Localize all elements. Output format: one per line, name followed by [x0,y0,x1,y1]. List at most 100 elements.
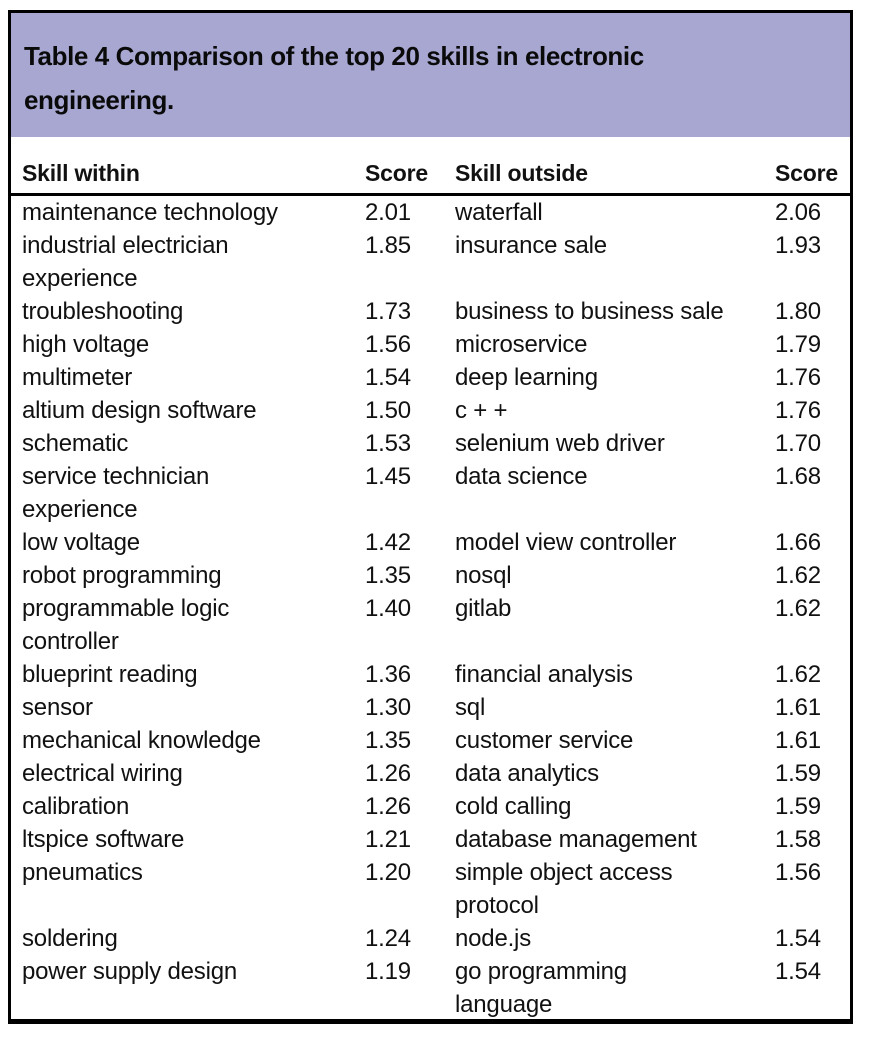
score-within-cell: 2.01 [365,199,411,226]
table-row: calibration 1.26 cold calling 1.59 [22,790,850,823]
skill-outside-cell: data science [455,463,588,490]
table-row: schematic 1.53 selenium web driver 1.70 [22,427,850,460]
score-outside-cell: 1.93 [775,232,821,259]
score-outside-cell: 1.76 [775,397,821,424]
score-outside-cell: 1.61 [775,727,821,754]
score-within-cell: 1.20 [365,859,411,886]
skill-outside-cell: data analytics [455,760,599,787]
skill-outside-cell: go programming language [455,958,627,1018]
skill-within-cell: programmable logic controller [22,595,230,655]
table-row: electrical wiring 1.26 data analytics 1.… [22,757,850,790]
score-outside-cell: 1.76 [775,364,821,391]
score-outside-cell: 1.59 [775,793,821,820]
score-outside-cell: 1.59 [775,760,821,787]
column-header-skill-within: Skill within [22,160,140,186]
skill-outside-cell: insurance sale [455,232,607,259]
skill-outside-cell: model view controller [455,529,677,556]
skill-outside-cell: business to business sale [455,298,724,325]
table-caption: Table 4 Comparison of the top 20 skills … [24,41,644,115]
skill-outside-cell: simple object access protocol [455,859,673,919]
skill-within-cell: mechanical knowledge [22,727,261,754]
skill-outside-cell: selenium web driver [455,430,665,457]
table-row: maintenance technology 2.01 waterfall 2.… [22,196,850,229]
skill-within-cell: low voltage [22,529,140,556]
score-outside-cell: 1.54 [775,925,821,952]
score-within-cell: 1.53 [365,430,411,457]
table-row: mechanical knowledge 1.35 customer servi… [22,724,850,757]
skill-outside-cell: sql [455,694,486,721]
table-row: low voltage 1.42 model view controller 1… [22,526,850,559]
score-within-cell: 1.54 [365,364,411,391]
score-outside-cell: 1.62 [775,562,821,589]
skill-within-cell: maintenance technology [22,199,278,226]
score-outside-cell: 1.56 [775,859,821,886]
skill-outside-cell: microservice [455,331,588,358]
table-row: sensor 1.30 sql 1.61 [22,691,850,724]
table-row: blueprint reading 1.36 financial analysi… [22,658,850,691]
skill-within-cell: altium design software [22,397,257,424]
table-row: industrial electrician experience 1.85 i… [22,229,850,295]
table-row: high voltage 1.56 microservice 1.79 [22,328,850,361]
skill-within-cell: robot programming [22,562,222,589]
score-within-cell: 1.45 [365,463,411,490]
skill-outside-cell: nosql [455,562,512,589]
table-row: power supply design 1.19 go programming … [22,955,850,1021]
score-within-cell: 1.26 [365,793,411,820]
score-within-cell: 1.85 [365,232,411,259]
score-outside-cell: 1.79 [775,331,821,358]
table-row: soldering 1.24 node.js 1.54 [22,922,850,955]
table-row: service technician experience 1.45 data … [22,460,850,526]
skill-within-cell: blueprint reading [22,661,198,688]
skill-outside-cell: node.js [455,925,531,952]
skill-within-cell: electrical wiring [22,760,183,787]
skill-within-cell: high voltage [22,331,150,358]
table-row: ltspice software 1.21 database managemen… [22,823,850,856]
score-outside-cell: 1.68 [775,463,821,490]
score-within-cell: 1.26 [365,760,411,787]
score-outside-cell: 1.62 [775,595,821,622]
score-within-cell: 1.73 [365,298,411,325]
table-row: multimeter 1.54 deep learning 1.76 [22,361,850,394]
table-header-row: Skill within Score Skill outside Score [11,158,850,188]
score-within-cell: 1.40 [365,595,411,622]
score-within-cell: 1.19 [365,958,411,985]
skill-within-cell: service technician experience [22,463,210,523]
score-within-cell: 1.30 [365,694,411,721]
column-header-score-within: Score [365,160,428,186]
score-outside-cell: 1.62 [775,661,821,688]
skill-within-cell: pneumatics [22,859,143,886]
table-row: robot programming 1.35 nosql 1.62 [22,559,850,592]
skill-outside-cell: deep learning [455,364,598,391]
column-header-score-outside: Score [775,160,838,186]
score-within-cell: 1.50 [365,397,411,424]
skill-within-cell: schematic [22,430,129,457]
score-within-cell: 1.36 [365,661,411,688]
score-within-cell: 1.35 [365,562,411,589]
score-within-cell: 1.35 [365,727,411,754]
skill-outside-cell: cold calling [455,793,572,820]
score-within-cell: 1.24 [365,925,411,952]
table-row: pneumatics 1.20 simple object access pro… [22,856,850,922]
skill-within-cell: sensor [22,694,93,721]
skill-within-cell: soldering [22,925,118,952]
skill-within-cell: ltspice software [22,826,185,853]
table-row: programmable logic controller 1.40 gitla… [22,592,850,658]
table-row: troubleshooting 1.73 business to busines… [22,295,850,328]
score-outside-cell: 1.66 [775,529,821,556]
skill-outside-cell: gitlab [455,595,512,622]
skill-within-cell: power supply design [22,958,238,985]
score-outside-cell: 1.70 [775,430,821,457]
skill-outside-cell: c + + [455,397,508,424]
skill-within-cell: calibration [22,793,130,820]
score-within-cell: 1.56 [365,331,411,358]
skill-outside-cell: customer service [455,727,634,754]
score-outside-cell: 1.58 [775,826,821,853]
skill-outside-cell: database management [455,826,697,853]
score-outside-cell: 1.80 [775,298,821,325]
score-outside-cell: 1.61 [775,694,821,721]
table-body: maintenance technology 2.01 waterfall 2.… [11,196,850,1021]
skill-within-cell: multimeter [22,364,133,391]
skill-outside-cell: financial analysis [455,661,633,688]
score-outside-cell: 1.54 [775,958,821,985]
table-4-container: Table 4 Comparison of the top 20 skills … [8,10,853,1024]
